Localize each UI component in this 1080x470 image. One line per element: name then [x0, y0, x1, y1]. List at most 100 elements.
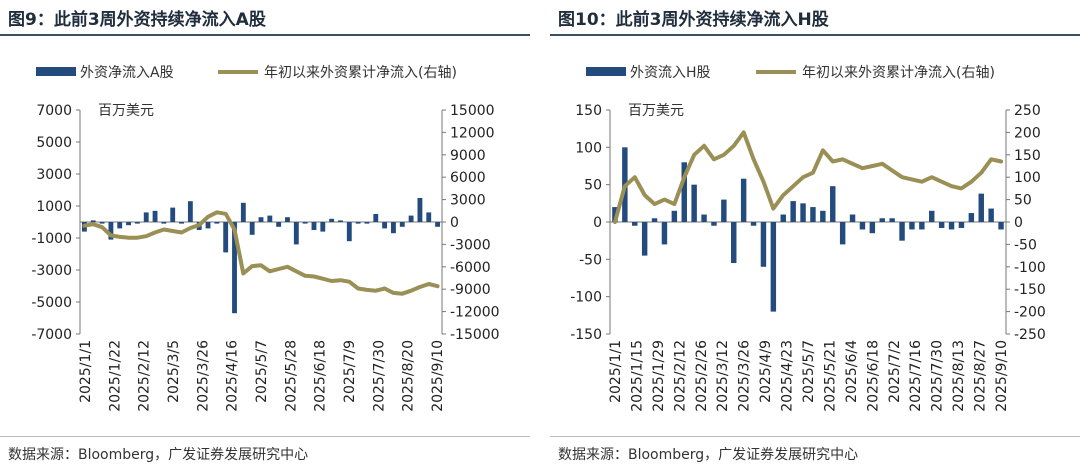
cumulative-line: [82, 210, 440, 296]
cumulative-line: [613, 130, 1004, 224]
left-tick-label: -3000: [31, 263, 72, 279]
unit-label: 百万美元: [98, 103, 154, 119]
bar: [740, 178, 747, 222]
legend: 外资流入H股 年初以来外资累计净流入(右轴): [586, 64, 995, 81]
bar: [998, 222, 1004, 230]
bar: [108, 222, 114, 240]
bar: [143, 212, 149, 222]
bar: [879, 218, 885, 222]
bar: [869, 222, 876, 234]
bar: [134, 222, 140, 224]
bar: [849, 214, 856, 222]
bar: [161, 222, 167, 224]
right-tick-label: 6000: [450, 170, 486, 186]
x-tick-label: 2025/8/27: [973, 340, 989, 412]
bar: [223, 222, 229, 253]
bar: [790, 201, 796, 222]
right-tick-label: -200: [1014, 305, 1046, 321]
x-tick-label: 2025/7/16: [908, 340, 924, 412]
bar: [426, 212, 432, 222]
plot-area: 150 100 50 0 -50 -100 -150 250 200 150 100 50 0 -50 -1…: [570, 103, 1046, 412]
bar: [988, 208, 994, 222]
bar: [760, 222, 767, 267]
bar: [276, 222, 282, 227]
bar: [187, 201, 193, 222]
bar: [750, 222, 757, 226]
bar: [731, 222, 737, 264]
bar: [830, 186, 836, 222]
x-tick-label: 2025/5/7: [801, 340, 817, 403]
bar: [99, 222, 105, 224]
bar: [391, 222, 396, 234]
right-tick-label: 3000: [450, 193, 486, 209]
x-tick-label: 2025/1/1: [78, 340, 94, 403]
left-tick-label: -1000: [31, 231, 72, 247]
bar: [968, 213, 975, 222]
x-tick-label: 2025/2/26: [694, 340, 710, 412]
legend-bar-label: 外资净流入A股: [80, 65, 174, 81]
bar: [249, 222, 255, 235]
right-tick-label: -3000: [450, 237, 491, 253]
footer-divider: [0, 436, 530, 437]
chart-panel-a-shares: 图9：此前3周外资持续净流入A股 外资净流入A股 年初以来外资累计净流入(右轴)…: [0, 0, 530, 470]
x-tick-label: 2025/8/20: [401, 340, 417, 412]
bar: [320, 222, 326, 232]
x-tick-label: 2025/7/30: [371, 340, 387, 412]
plot-area: 7000 5000 3000 1000 -1000 -3000 -5000 -7000 1500…: [31, 103, 499, 412]
bar: [800, 203, 806, 222]
bar: [978, 193, 984, 222]
right-tick-label: 9000: [450, 148, 486, 164]
legend-bar-label: 外资流入H股: [630, 65, 711, 81]
x-tick-label: 2025/4/23: [780, 340, 796, 412]
bar: [958, 222, 965, 228]
x-tick-label: 2025/1/15: [629, 340, 645, 412]
x-tick-label: 2025/7/2: [887, 340, 903, 403]
bar: [117, 222, 123, 229]
right-tick-label: -9000: [450, 282, 491, 298]
legend-bar-swatch: [36, 67, 76, 76]
left-tick-label: 1000: [36, 199, 72, 215]
right-tick-label: 50: [1014, 193, 1032, 209]
x-tick-label: 2025/2/12: [137, 340, 153, 412]
bar: [240, 202, 246, 222]
bar: [267, 215, 273, 222]
bar: [90, 220, 96, 222]
legend-line-label: 年初以来外资累计净流入(右轴): [264, 64, 457, 81]
bar: [691, 184, 697, 222]
bar: [355, 222, 361, 224]
x-tick-label: 2025/3/26: [737, 340, 753, 412]
x-tick-label: 2025/5/21: [822, 340, 838, 412]
bar: [205, 222, 211, 229]
bar: [701, 214, 707, 222]
right-tick-label: -6000: [450, 260, 491, 276]
x-tick-label: 2025/1/29: [651, 340, 667, 412]
right-tick-label: -250: [1014, 327, 1046, 343]
bar: [948, 222, 955, 230]
left-tick-label: 3000: [36, 167, 72, 183]
right-tick-label: 15000: [450, 103, 495, 119]
bar: [311, 222, 317, 230]
right-tick-label: 0: [1014, 215, 1023, 231]
bar: [820, 210, 826, 222]
bar: [909, 222, 915, 230]
bar: [721, 199, 727, 222]
left-tick-label: 5000: [36, 135, 72, 151]
left-tick-label: -100: [570, 290, 602, 306]
bar: [651, 218, 658, 222]
x-tick-label: 2025/5/28: [283, 340, 299, 412]
right-tick-label: -50: [1014, 237, 1037, 253]
bar: [929, 210, 935, 222]
title-bar: 图9：此前3周外资持续净流入A股: [0, 0, 530, 36]
left-tick-label: -150: [570, 327, 602, 343]
x-tick-label: 2025/3/5: [166, 340, 182, 403]
bar: [152, 210, 158, 222]
x-tick-label: 2025/9/10: [994, 340, 1010, 412]
bar: [373, 214, 379, 222]
footer-divider: [550, 436, 1080, 437]
right-tick-label: 0: [450, 215, 459, 231]
bar: [285, 217, 290, 222]
bar: [417, 198, 423, 222]
x-tick-label: 2025/3/12: [715, 340, 731, 412]
right-tick-label: 100: [1014, 170, 1041, 186]
bar: [408, 215, 414, 222]
